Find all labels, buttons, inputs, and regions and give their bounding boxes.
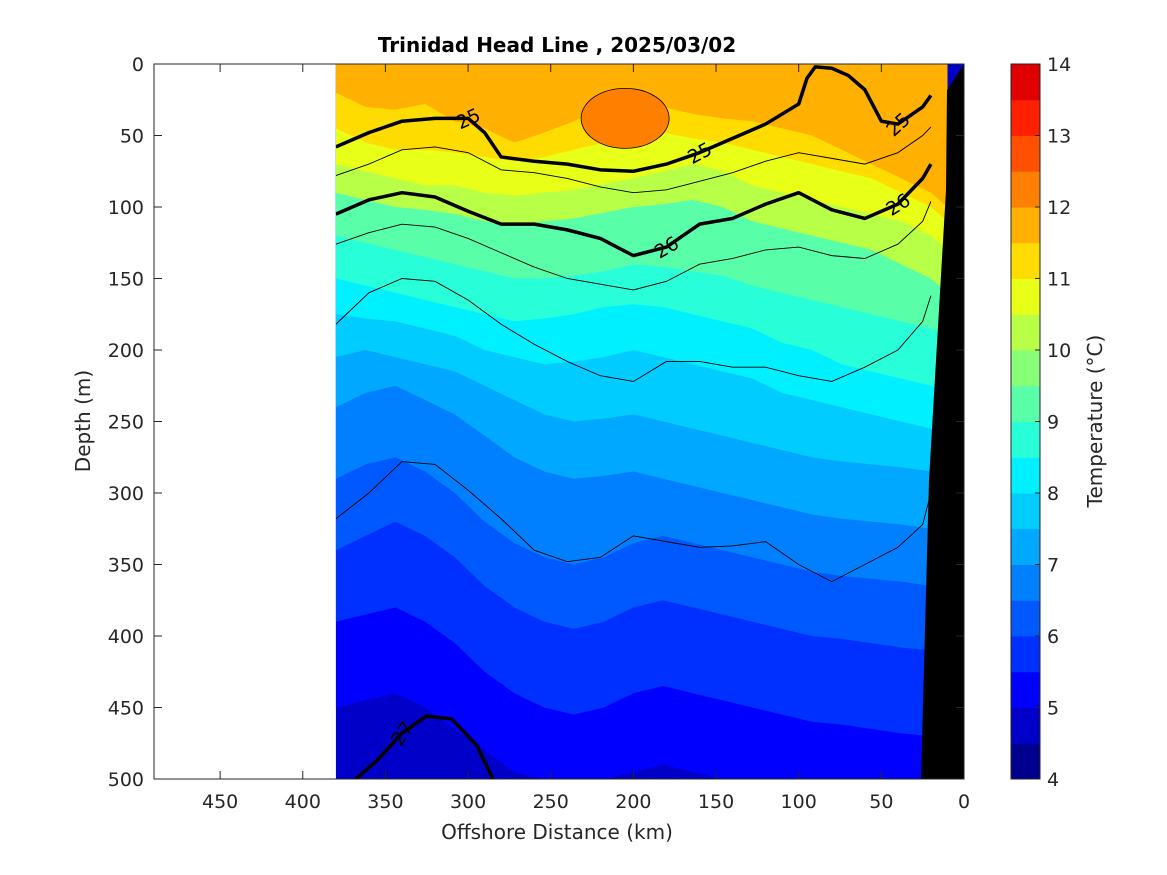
colorbar-swatch	[1011, 493, 1040, 530]
colorbar-tick-label: 7	[1047, 555, 1059, 577]
y-tick-label: 0	[132, 54, 144, 76]
colorbar-swatch	[1011, 743, 1040, 780]
warm-core-patch	[580, 87, 670, 149]
y-tick-label: 150	[108, 269, 144, 291]
x-tick-label: 350	[367, 791, 403, 813]
y-axis-ticks: 0 50 100 150 200 250 300 350 400 450 500	[108, 54, 964, 791]
density-contour-layer	[335, 65, 933, 779]
x-tick-label: 250	[533, 791, 569, 813]
colorbar-swatch	[1011, 600, 1040, 637]
x-tick-label: 100	[781, 791, 817, 813]
temperature-band-11.5	[335, 64, 948, 207]
x-tick-label: 300	[450, 791, 486, 813]
x-tick-label: 150	[698, 791, 734, 813]
colorbar-tick-label: 5	[1047, 698, 1059, 720]
thin-contour-3	[335, 461, 932, 583]
colorbar-swatch	[1011, 636, 1040, 673]
y-tick-label: 250	[108, 412, 144, 434]
colorbar-swatch	[1011, 278, 1040, 315]
colorbar-tick-label: 12	[1047, 197, 1071, 219]
colorbar-swatch	[1011, 242, 1040, 279]
colorbar: 4 5 6 7 8 9 10 11 12 13 14	[1010, 54, 1071, 791]
y-tick-label: 50	[120, 126, 144, 148]
colorbar-swatch	[1011, 135, 1040, 172]
x-tick-label: 0	[958, 791, 970, 813]
y-tick-label: 500	[108, 769, 144, 791]
x-tick-label: 400	[285, 791, 321, 813]
colorbar-swatch	[1011, 314, 1040, 351]
colorbar-tick-label: 10	[1047, 340, 1071, 362]
colorbar-swatch	[1011, 564, 1040, 601]
colorbar-tick-label: 8	[1047, 483, 1059, 505]
colorbar-swatch	[1011, 457, 1040, 494]
colorbar-swatch	[1011, 350, 1040, 387]
colorbar-swatch	[1011, 671, 1040, 708]
temperature-fill-layer	[335, 64, 964, 779]
x-tick-label: 50	[869, 791, 893, 813]
colorbar-tick-label: 9	[1047, 412, 1059, 434]
colorbar-swatch	[1011, 528, 1040, 565]
density-contour-25	[335, 65, 933, 173]
seafloor-bathymetry	[921, 64, 964, 779]
colorbar-tick-label: 14	[1047, 54, 1071, 76]
colorbar-swatch	[1011, 171, 1040, 208]
density-contour-26	[335, 163, 933, 258]
colorbar-label: Temperature (°C)	[1083, 335, 1107, 509]
colorbar-swatch	[1011, 64, 1040, 101]
x-axis-label: Offshore Distance (km)	[441, 820, 673, 844]
colorbar-tick-label: 4	[1047, 769, 1059, 791]
y-axis-label: Depth (m)	[71, 370, 95, 472]
y-tick-label: 450	[108, 698, 144, 720]
colorbar-swatch	[1011, 385, 1040, 422]
colorbar-tick-label: 13	[1047, 126, 1071, 148]
x-tick-label: 200	[615, 791, 651, 813]
colorbar-tick-label: 6	[1047, 626, 1059, 648]
y-tick-label: 300	[108, 483, 144, 505]
colorbar-tick-label: 11	[1047, 269, 1071, 291]
y-tick-label: 200	[108, 340, 144, 362]
density-contour-27	[354, 714, 495, 779]
x-tick-label: 450	[202, 791, 238, 813]
x-axis-ticks: 450 400 350 300 250 200 150 100 50 0	[202, 64, 970, 813]
y-tick-label: 100	[108, 197, 144, 219]
y-tick-label: 400	[108, 626, 144, 648]
colorbar-swatch	[1011, 707, 1040, 744]
colorbar-swatch	[1011, 99, 1040, 136]
chart-title: Trinidad Head Line , 2025/03/02	[378, 33, 736, 57]
y-tick-label: 350	[108, 555, 144, 577]
thin-contour-2	[335, 278, 932, 382]
bathymetry-layer	[921, 64, 964, 779]
thin-contour-1	[335, 201, 932, 291]
thin-contour-0	[335, 126, 932, 194]
colorbar-swatch	[1011, 207, 1040, 244]
colorbar-swatch	[1011, 421, 1040, 458]
